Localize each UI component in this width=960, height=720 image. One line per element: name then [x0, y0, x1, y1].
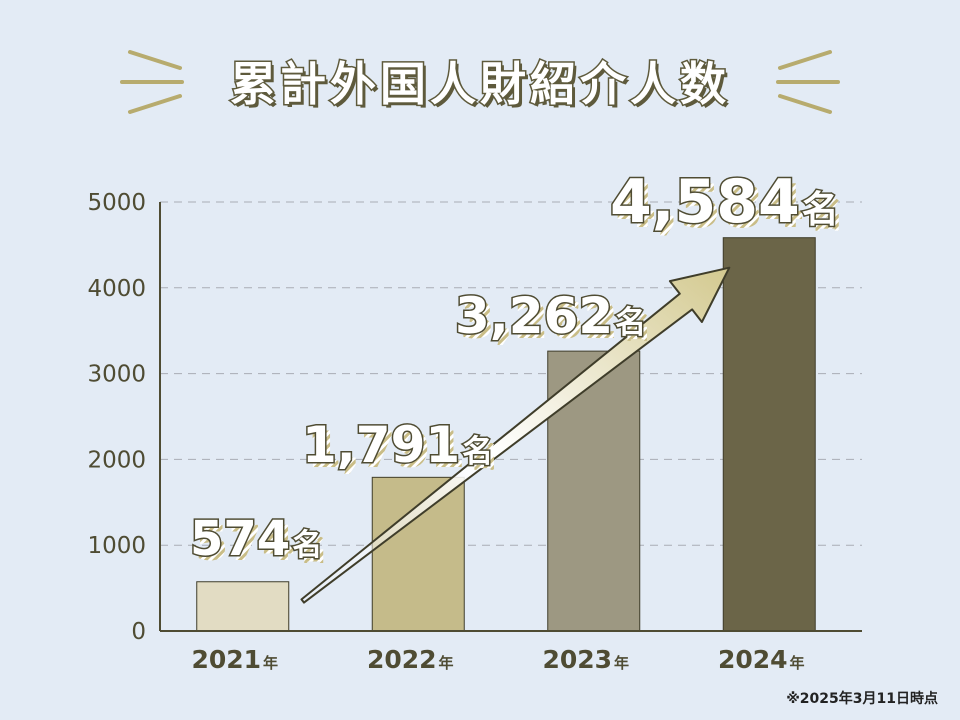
x-tick-label: 2022 年: [367, 645, 454, 674]
value-unit-shadow: 名: [467, 439, 498, 475]
value-unit: 名: [802, 188, 839, 231]
value-label-shadow: 1,791名: [307, 421, 498, 479]
bar-2021: [196, 581, 290, 632]
bar-2024: [722, 237, 816, 632]
value-unit-shadow: 名: [807, 193, 844, 236]
gridlines: [160, 201, 862, 546]
y-tick-label: 1000: [87, 533, 146, 559]
value-label-shadow: 574名: [195, 516, 327, 572]
value-number: 574: [190, 511, 290, 567]
x-tick-label: 2023 年: [542, 645, 629, 674]
value-labels: 574名574名1,791名1,791名3,262名3,262名4,584名4,…: [189, 166, 844, 573]
x-tick-label: 2021 年: [191, 645, 278, 674]
x-tick-label: 2024 年: [718, 645, 805, 674]
y-tick-label: 2000: [87, 447, 146, 473]
x-tick-year: 2023: [542, 645, 612, 674]
x-tick-suffix: 年: [614, 654, 629, 672]
x-tick-year: 2022: [367, 645, 437, 674]
value-number: 1,791: [302, 416, 460, 474]
y-tick-label: 5000: [87, 190, 146, 216]
title-deco-left: [120, 50, 184, 114]
x-tick-suffix: 年: [790, 654, 805, 672]
y-tick-label: 4000: [87, 276, 146, 302]
value-unit-shadow: 名: [297, 533, 327, 568]
footnote: ※2025年3月11日時点: [786, 690, 938, 707]
value-number-shadow: 1,791: [307, 421, 465, 479]
value-unit-shadow: 名: [620, 310, 651, 346]
title-deco-right: [776, 50, 840, 114]
value-label-text: 1,791名: [302, 416, 493, 474]
x-tick-year: 2021: [191, 645, 261, 674]
value-label-text: 574名: [190, 511, 322, 567]
value-unit: 名: [292, 528, 322, 563]
growth-arrow-icon: [300, 266, 731, 604]
value-label-shadow: 4,584名: [615, 172, 844, 242]
y-tick-label: 0: [131, 619, 146, 645]
x-tick-suffix: 年: [263, 654, 278, 672]
bar-2022: [371, 476, 465, 632]
growth-arrow: [300, 266, 731, 604]
chart-title-shadow: 累計外国人財紹介人数: [233, 60, 733, 114]
chart-title: 累計外国人財紹介人数: [230, 57, 730, 111]
y-axis-ticks: 0 1000 2000 3000 4000 5000: [87, 190, 146, 645]
value-unit: 名: [615, 305, 646, 341]
x-axis-labels: 2021 年 2022 年 2023 年 2024 年: [191, 645, 804, 674]
value-label-text: 4,584名: [610, 167, 839, 237]
value-number: 4,584: [610, 167, 800, 237]
value-label-text: 3,262名: [455, 287, 646, 345]
value-number-shadow: 3,262: [460, 292, 618, 350]
x-tick-suffix: 年: [439, 654, 454, 672]
value-unit: 名: [462, 434, 493, 470]
value-number-shadow: 4,584: [615, 172, 805, 242]
value-number: 3,262: [455, 287, 613, 345]
value-number-shadow: 574: [195, 516, 295, 572]
x-tick-year: 2024: [718, 645, 788, 674]
bars: [196, 237, 816, 632]
value-label-shadow: 3,262名: [460, 292, 651, 350]
axes: [159, 202, 862, 632]
y-tick-label: 3000: [87, 362, 146, 388]
